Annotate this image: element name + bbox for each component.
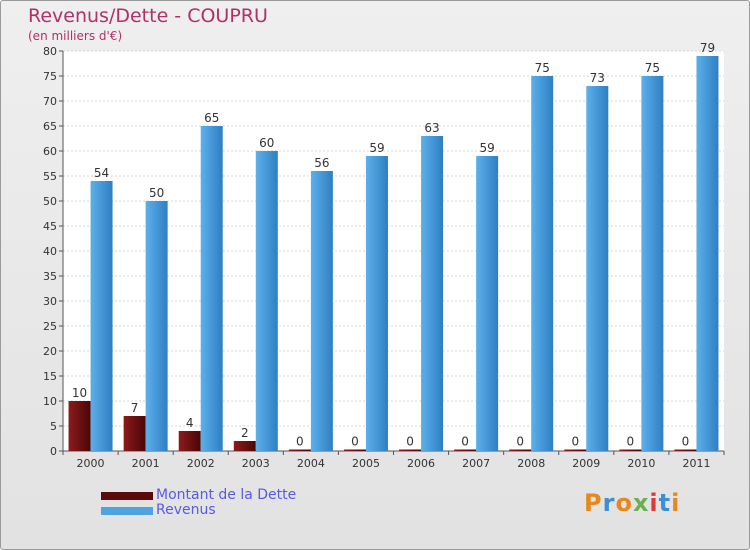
logo-letter: i	[671, 489, 681, 517]
y-tick-label: 40	[43, 245, 57, 258]
bar-revenue	[531, 76, 554, 451]
bar-debt	[564, 449, 587, 451]
y-tick-label: 50	[43, 195, 57, 208]
x-tick-label: 2003	[242, 457, 270, 470]
logo-letter: P	[584, 489, 603, 517]
bar-debt	[454, 449, 477, 451]
x-tick-label: 2010	[627, 457, 655, 470]
data-label-revenue: 56	[314, 156, 329, 170]
bar-revenue	[365, 156, 388, 451]
data-label-revenue: 63	[424, 121, 439, 135]
bar-revenue	[586, 86, 609, 451]
data-label-revenue: 59	[479, 141, 494, 155]
bar-debt	[343, 449, 366, 451]
bar-debt	[288, 449, 311, 451]
bar-debt	[399, 449, 422, 451]
legend-label-debt: Montant de la Dette	[156, 487, 297, 503]
proxiti-logo: Proxiti	[584, 489, 680, 517]
y-tick-label: 80	[43, 45, 57, 58]
data-label-revenue: 65	[204, 111, 219, 125]
y-tick-label: 55	[43, 170, 57, 183]
plot-area	[63, 51, 724, 451]
bar-revenue	[255, 151, 278, 451]
data-label-debt: 0	[461, 435, 469, 449]
legend-swatch-debt	[101, 492, 153, 500]
x-tick-label: 2001	[132, 457, 160, 470]
data-label-revenue: 73	[590, 71, 605, 85]
x-tick-label: 2009	[572, 457, 600, 470]
data-label-revenue: 54	[94, 166, 109, 180]
data-label-debt: 0	[351, 435, 359, 449]
x-tick-label: 2005	[352, 457, 380, 470]
y-tick-label: 30	[43, 295, 57, 308]
data-label-debt: 2	[241, 426, 249, 440]
bar-revenue	[476, 156, 499, 451]
data-label-revenue: 79	[700, 41, 715, 55]
bar-debt	[619, 449, 642, 451]
bar-debt	[123, 416, 146, 451]
bar-debt	[178, 431, 201, 451]
y-tick-label: 25	[43, 320, 57, 333]
legend-label-revenue: Revenus	[156, 502, 216, 518]
x-tick-label: 2002	[187, 457, 215, 470]
data-label-debt: 0	[516, 435, 524, 449]
logo-letter: t	[658, 489, 672, 517]
bar-revenue	[200, 126, 223, 451]
data-label-debt: 0	[682, 435, 690, 449]
legend-swatch-revenue	[101, 507, 153, 515]
data-label-debt: 4	[186, 416, 194, 430]
y-tick-label: 70	[43, 95, 57, 108]
x-tick-label: 2006	[407, 457, 435, 470]
bar-revenue	[696, 56, 719, 451]
data-label-debt: 0	[296, 435, 304, 449]
bar-debt	[509, 449, 532, 451]
y-tick-label: 60	[43, 145, 57, 158]
y-tick-label: 5	[50, 420, 57, 433]
bar-debt	[674, 449, 697, 451]
y-tick-label: 65	[43, 120, 57, 133]
data-label-debt: 0	[571, 435, 579, 449]
chart-title: Revenus/Dette - COUPRU	[28, 5, 268, 27]
logo-letter: o	[615, 489, 633, 517]
x-tick-label: 2007	[462, 457, 490, 470]
y-tick-label: 35	[43, 270, 57, 283]
y-tick-label: 45	[43, 220, 57, 233]
bar-revenue	[310, 171, 333, 451]
y-tick-label: 20	[43, 345, 57, 358]
y-tick-label: 75	[43, 70, 57, 83]
y-tick-label: 0	[50, 445, 57, 458]
logo-letter: x	[632, 489, 650, 517]
logo-letter: i	[649, 489, 659, 517]
bar-debt	[233, 441, 256, 451]
data-label-revenue: 60	[259, 136, 274, 150]
x-tick-label: 2000	[77, 457, 105, 470]
x-tick-label: 2004	[297, 457, 325, 470]
bar-revenue	[421, 136, 444, 451]
x-tick-label: 2011	[682, 457, 710, 470]
chart-unit: (en milliers d'€)	[28, 29, 123, 43]
x-tick-label: 2008	[517, 457, 545, 470]
grid-lines	[63, 50, 724, 452]
data-label-debt: 0	[627, 435, 635, 449]
data-label-revenue: 50	[149, 186, 164, 200]
y-tick-label: 15	[43, 370, 57, 383]
data-label-debt: 7	[131, 401, 139, 415]
bar-debt	[68, 401, 91, 451]
bar-revenue	[145, 201, 168, 451]
bars	[68, 56, 719, 451]
data-label-debt: 10	[72, 386, 87, 400]
logo-letter: r	[602, 489, 616, 517]
y-tick-label: 10	[43, 395, 57, 408]
data-label-debt: 0	[406, 435, 414, 449]
data-label-revenue: 75	[535, 61, 550, 75]
data-label-revenue: 59	[369, 141, 384, 155]
bar-revenue	[641, 76, 664, 451]
bar-revenue	[90, 181, 113, 451]
data-label-revenue: 75	[645, 61, 660, 75]
